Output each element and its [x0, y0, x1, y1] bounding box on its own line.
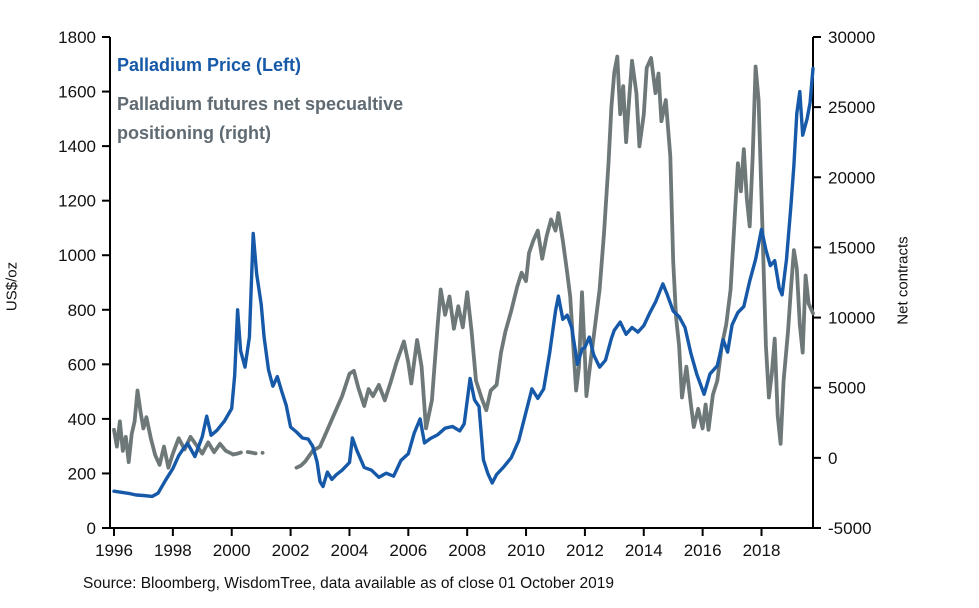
left-tick-label: 1200 — [58, 192, 96, 211]
x-tick-label: 2014 — [625, 541, 663, 560]
x-tick-label: 2012 — [566, 541, 604, 560]
positioning-line-dashed — [231, 449, 265, 457]
x-tick-label: 2004 — [331, 541, 369, 560]
positioning-line-solid — [112, 388, 236, 470]
x-tick-label: 2008 — [448, 541, 486, 560]
left-tick-label: 1400 — [58, 137, 96, 156]
left-axis-title: US$/oz — [3, 261, 21, 312]
positioning-line-solid — [294, 54, 815, 470]
x-tick-label: 1996 — [95, 541, 133, 560]
right-tick-label: 15000 — [828, 238, 875, 257]
left-tick-label: 200 — [68, 464, 96, 483]
x-tick-label: 2002 — [272, 541, 310, 560]
left-tick-label: 800 — [68, 301, 96, 320]
x-tick-label: 1998 — [154, 541, 192, 560]
legend-price-label: Palladium Price (Left) — [117, 55, 302, 75]
right-tick-label: -5000 — [828, 519, 871, 538]
left-tick-label: 1800 — [58, 28, 96, 47]
source-note: Source: Bloomberg, WisdomTree, data avai… — [83, 575, 615, 592]
x-tick-label: 2016 — [684, 541, 722, 560]
left-tick-label: 0 — [87, 519, 96, 538]
right-tick-label: 5000 — [828, 379, 866, 398]
right-tick-label: 20000 — [828, 168, 875, 187]
x-tick-label: 2006 — [389, 541, 427, 560]
right-tick-label: 25000 — [828, 98, 875, 117]
left-tick-label: 600 — [68, 355, 96, 374]
right-tick-label: 10000 — [828, 309, 875, 328]
legend-positioning-line2: positioning (right) — [117, 123, 271, 143]
left-tick-label: 1000 — [58, 246, 96, 265]
x-tick-label: 2018 — [743, 541, 781, 560]
right-tick-label: 0 — [828, 449, 837, 468]
left-tick-label: 400 — [68, 410, 96, 429]
right-tick-label: 30000 — [828, 28, 875, 47]
left-tick-label: 1600 — [58, 83, 96, 102]
price-line — [112, 66, 815, 499]
legend-positioning-line1: Palladium futures net specualtive — [117, 94, 404, 114]
legend-positioning-label: Palladium futures net specualtive positi… — [117, 90, 403, 148]
x-tick-label: 2010 — [507, 541, 545, 560]
right-axis-title: Net contracts — [894, 236, 912, 325]
x-tick-label: 2000 — [213, 541, 251, 560]
